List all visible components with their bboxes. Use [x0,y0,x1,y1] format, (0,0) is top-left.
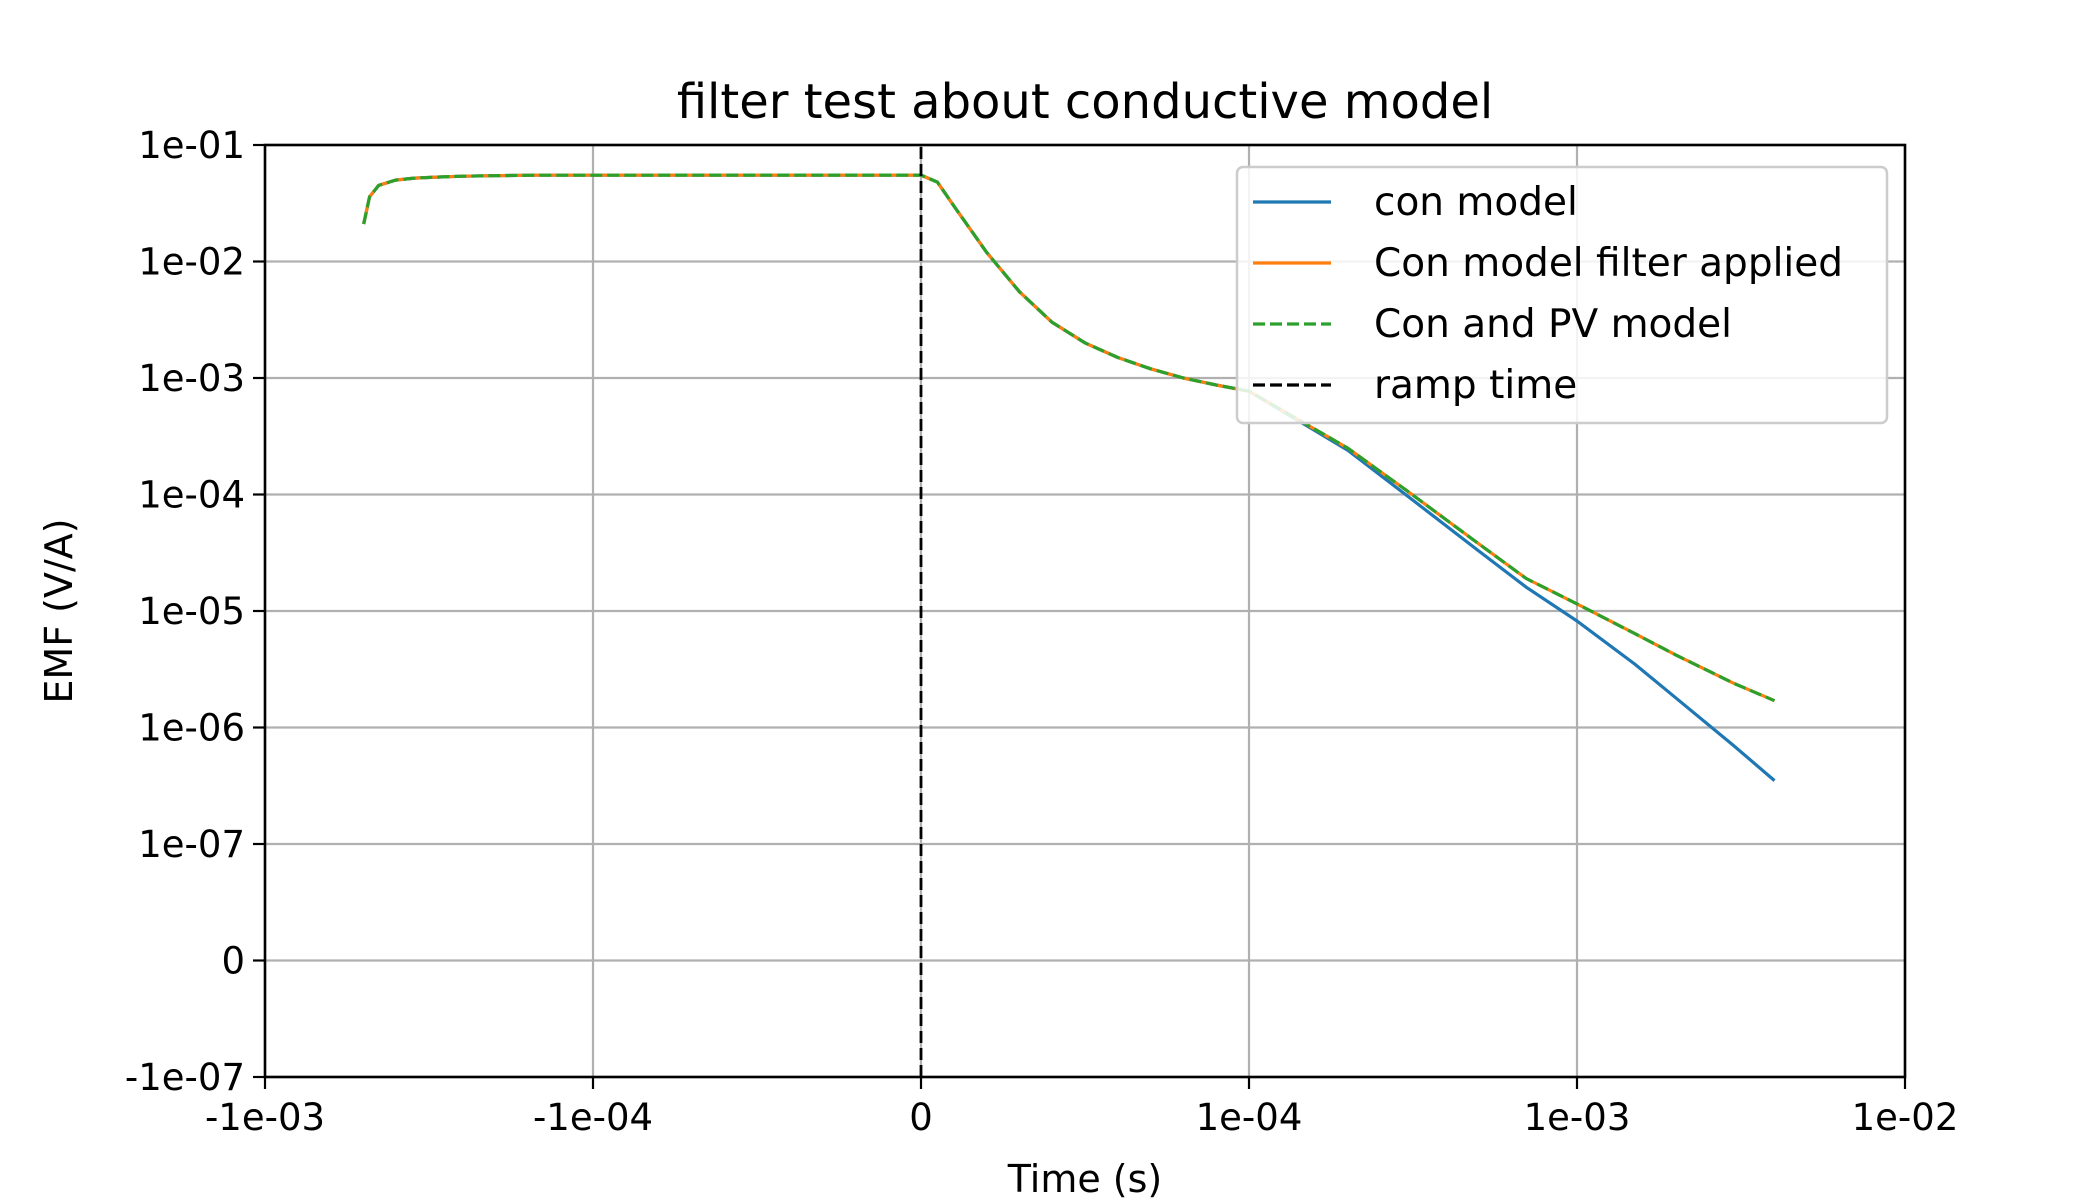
y-tick-label: 1e-07 [138,823,245,866]
legend-label: ramp time [1374,363,1577,408]
y-tick-label: 1e-03 [138,357,245,400]
x-tick-label: 1e-02 [1852,1096,1959,1139]
y-tick-label: 0 [221,940,245,983]
y-tick-label: 1e-06 [138,707,245,750]
y-tick-label: 1e-01 [138,124,245,167]
legend-label: con model [1374,180,1578,225]
x-tick-label: -1e-04 [533,1096,653,1139]
y-tick-label: 1e-04 [138,474,245,517]
x-tick-label: 0 [909,1096,933,1139]
series-layer [362,145,1776,1077]
y-axis: -1e-07 0 1e-07 1e-06 1e-05 1e-04 1e-03 1e-02 1e-… [125,124,265,1099]
y-tick-label: 1e-05 [138,590,245,633]
x-tick-label: -1e-03 [205,1096,325,1139]
legend: con model Con model filter applied Con and… [1235,165,1889,425]
y-tick-label: 1e-02 [138,241,245,284]
x-tick-label: 1e-04 [1196,1096,1303,1139]
x-axis: -1e-03 -1e-04 0 1e-04 1e-03 1e-02 [205,1077,1958,1139]
x-axis-label: Time (s) [1007,1157,1163,1200]
x-tick-label: 1e-03 [1524,1096,1631,1139]
series-line-3 [362,173,1776,703]
y-axis-label: EMF (V/A) [37,518,81,703]
y-tick-label: -1e-07 [125,1056,245,1099]
legend-box [1235,165,1889,425]
legend-label: Con and PV model [1374,302,1732,347]
legend-label: Con model filter applied [1374,241,1843,286]
chart-title: filter test about conductive model [677,74,1493,130]
